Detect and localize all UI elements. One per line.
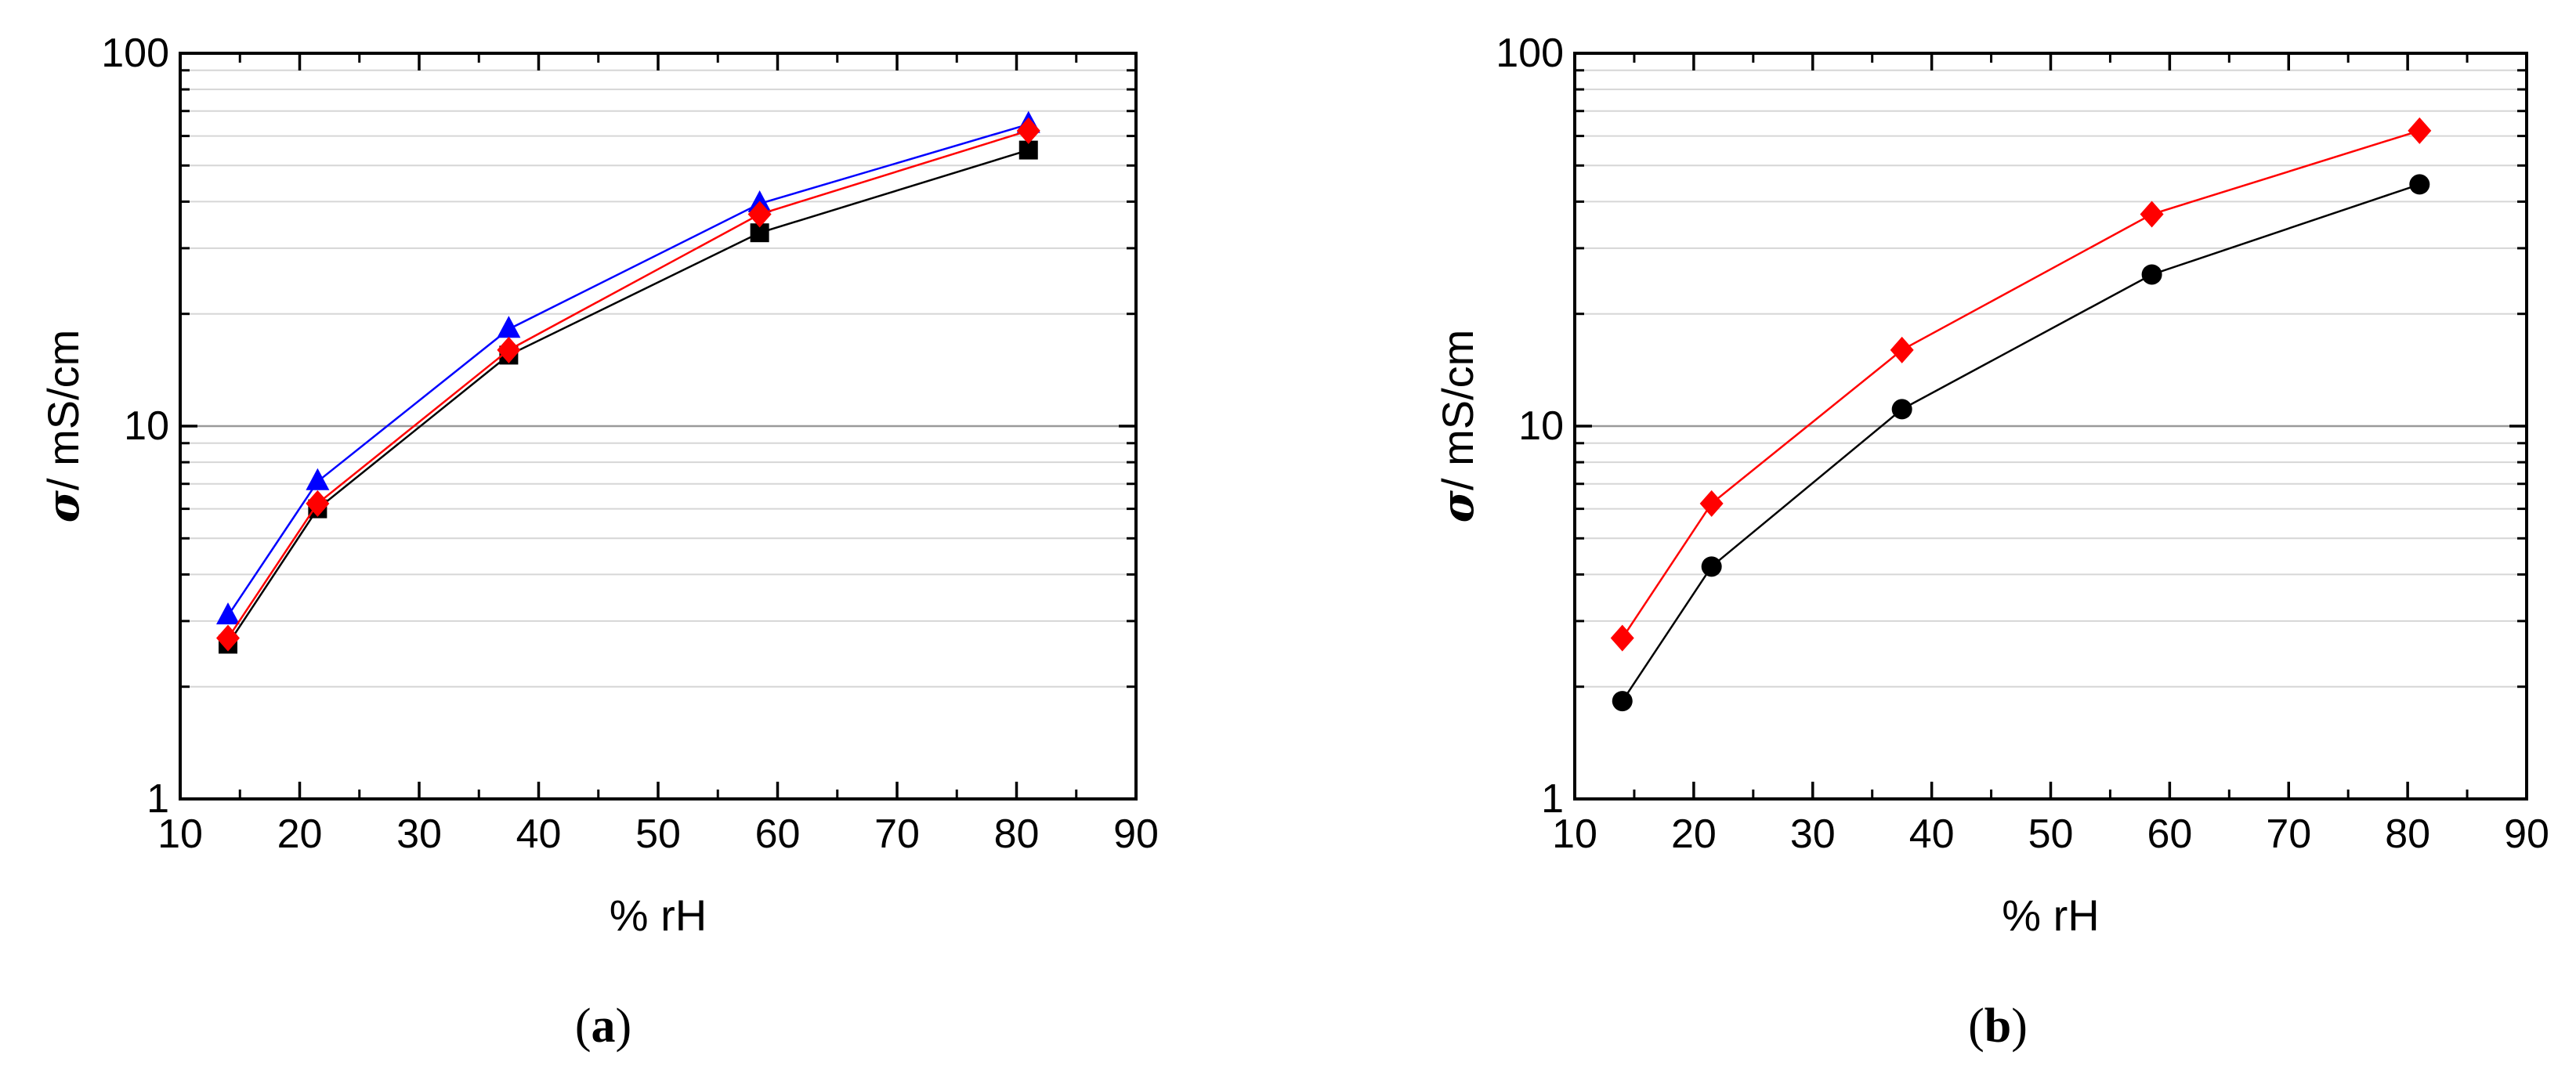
data-point-triangle [497,316,521,338]
y-axis-symbol: σ [1432,490,1484,522]
caption-paren-open: ( [575,999,592,1053]
series-line [1621,129,2420,639]
x-tick-label: 90 [1113,811,1159,857]
data-point-diamond [747,201,772,228]
x-tick-label: 70 [2266,811,2311,857]
data-point-diamond [2408,117,2432,144]
x-tick-label: 30 [1790,811,1836,857]
plot-frame [179,52,1138,801]
data-point-diamond [1890,336,1914,363]
y-tick-label: 10 [124,403,169,449]
caption-paren-open: ( [1968,999,1984,1053]
x-tick-label: 30 [396,811,442,857]
data-point-diamond [1699,490,1724,517]
y-tick-label: 100 [101,31,169,76]
x-tick-label: 40 [1909,811,1955,857]
caption-paren-close: ) [2011,999,2028,1053]
x-tick-label: 10 [157,811,203,857]
x-tick-label: 20 [1671,811,1717,857]
x-tick-label: 10 [1552,811,1597,857]
data-point-circle [1701,556,1722,577]
y-axis-title: σ/ mS/cm [38,330,89,523]
series-line [226,149,1029,645]
data-point-diamond [2140,201,2164,228]
data-point-diamond [1610,624,1634,652]
x-tick-label: 50 [2028,811,2074,857]
caption-letter: a [592,999,616,1053]
data-point-triangle [306,468,330,490]
x-axis-title: % rH [610,891,707,940]
data-point-diamond [1016,117,1040,144]
x-tick-label: 60 [2147,811,2192,857]
y-axis-unit: / mS/cm [1433,330,1482,490]
y-tick-label: 100 [1496,31,1564,76]
y-axis-unit: / mS/cm [38,330,88,490]
x-tick-label: 80 [2385,811,2430,857]
x-tick-label: 60 [755,811,801,857]
x-tick-label: 70 [874,811,920,857]
data-point-diamond [306,490,330,517]
x-tick-label: 50 [635,811,681,857]
data-point-circle [2141,264,2162,285]
data-point-diamond [497,336,521,363]
data-point-circle [1891,399,1912,420]
series-line [226,123,1029,616]
y-tick-label: 1 [147,776,169,822]
x-tick-label: 90 [2504,811,2549,857]
x-tick-label: 20 [277,811,323,857]
data-point-circle [1612,691,1633,712]
y-tick-label: 10 [1518,403,1564,449]
x-tick-label: 40 [516,811,562,857]
caption-paren-close: ) [616,999,632,1053]
data-point-diamond [216,624,240,652]
data-point-circle [2409,174,2430,195]
y-axis-symbol: σ [38,490,89,522]
plot-frame [1573,52,2528,801]
series-line [226,129,1029,639]
panel-caption: (a) [575,999,631,1053]
x-tick-label: 80 [994,811,1040,857]
y-axis-title: σ/ mS/cm [1432,330,1484,523]
caption-letter: b [1984,999,2011,1053]
y-tick-label: 1 [1541,776,1564,822]
panel-caption: (b) [1968,999,2028,1053]
x-axis-title: % rH [2002,891,2099,940]
data-point-triangle [216,602,240,625]
